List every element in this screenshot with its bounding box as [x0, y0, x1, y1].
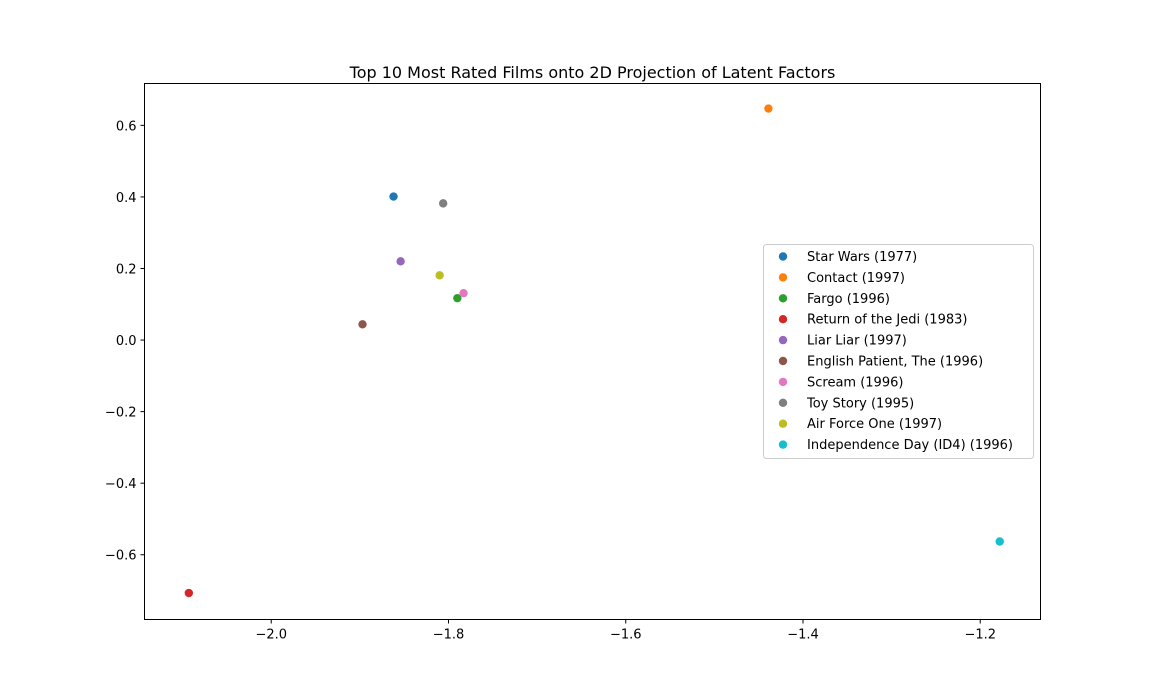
legend-label: Air Force One (1997)	[807, 417, 942, 432]
legend-marker	[778, 315, 788, 324]
data-point	[995, 537, 1004, 546]
data-point	[459, 288, 468, 298]
y-tick-label: 0.4	[116, 191, 137, 206]
data-point	[184, 588, 194, 598]
data-point	[396, 257, 405, 266]
legend: Star Wars (1977) Contact (1997) Fargo (199…	[763, 244, 1034, 459]
legend-marker	[778, 273, 788, 282]
y-tick-label: −0.6	[105, 549, 137, 564]
x-tick-label: −2.0	[255, 628, 287, 643]
legend-label: Star Wars (1977)	[807, 250, 917, 265]
x-tick-label: −1.8	[433, 628, 465, 643]
x-tick-label: −1.2	[964, 628, 996, 643]
x-tick-label: −1.4	[787, 628, 819, 643]
legend-label: Scream (1996)	[807, 375, 903, 390]
legend-marker	[778, 377, 788, 387]
legend-marker	[778, 335, 788, 345]
plot-area-frame	[144, 83, 1041, 620]
data-point	[358, 320, 367, 329]
legend-label: English Patient, The (1996)	[807, 355, 983, 370]
data-point	[389, 192, 398, 201]
legend-marker	[778, 356, 788, 366]
y-tick-label: 0.2	[116, 262, 137, 277]
y-tick-label: −0.2	[105, 406, 137, 421]
data-point	[453, 293, 462, 303]
x-tick-label: −1.6	[610, 628, 642, 643]
data-point	[438, 199, 448, 208]
legend-marker	[778, 419, 788, 428]
legend-label: Return of the Jedi (1983)	[807, 313, 967, 328]
legend-marker	[778, 398, 788, 407]
y-tick-label: 0.6	[116, 119, 137, 134]
legend-marker	[778, 440, 788, 449]
legend-marker	[778, 252, 788, 261]
legend-label: Fargo (1996)	[807, 292, 890, 307]
legend-label: Independence Day (ID4) (1996)	[807, 438, 1013, 453]
y-tick-label: 0.0	[116, 334, 137, 349]
legend-label: Contact (1997)	[807, 271, 905, 286]
legend-frame	[763, 244, 1034, 459]
data-point	[764, 104, 773, 113]
y-tick-label: −0.4	[105, 477, 137, 492]
legend-label: Liar Liar (1997)	[807, 334, 907, 349]
legend-marker	[778, 294, 788, 303]
legend-label: Toy Story (1995)	[806, 396, 914, 411]
data-point	[435, 271, 444, 280]
chart-title: Top 10 Most Rated Films onto 2D Projecti…	[349, 63, 836, 82]
